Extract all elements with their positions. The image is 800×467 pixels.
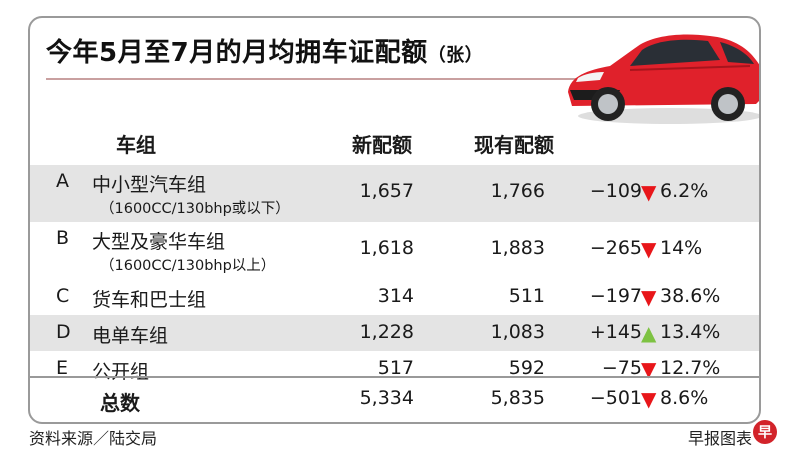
row-note: （1600CC/130bhp以上） (100, 258, 276, 274)
row-change: −197 (589, 285, 642, 307)
quota-table-card: 今年5月至7月的月均拥车证配额（张） 车组 新配额 现有配额 A 中小型汽车组 … (28, 16, 761, 424)
row-percent: 14% (660, 237, 703, 259)
title-text: 今年5月至7月的月均拥车证配额 (46, 38, 428, 68)
row-group: 中小型汽车组 (92, 174, 207, 196)
down-triangle-icon: ▼ (641, 285, 657, 309)
row-change: −265 (589, 237, 642, 259)
total-label: 总数 (100, 391, 140, 415)
row-current-quota: 1,766 (490, 180, 545, 202)
row-letter: B (56, 227, 70, 249)
table-row: D 电单车组 1,228 1,083 +145 ▲ 13.4% (30, 315, 759, 351)
row-new-quota: 314 (377, 285, 414, 307)
quota-table: 车组 新配额 现有配额 A 中小型汽车组 （1600CC/130bhp或以下） … (30, 121, 759, 387)
total-new-quota: 5,334 (359, 387, 414, 409)
source-note: 资料来源／陆交局 (29, 429, 158, 448)
car-illustration (568, 34, 759, 124)
row-letter: D (56, 321, 71, 343)
header-new-quota: 新配额 (352, 133, 412, 157)
row-letter: A (56, 170, 69, 192)
logo-char: 早 (758, 425, 772, 441)
row-change: −75 (601, 357, 642, 379)
up-triangle-icon: ▲ (641, 321, 657, 345)
row-current-quota: 1,083 (490, 321, 545, 343)
down-triangle-icon: ▼ (641, 357, 657, 381)
row-group: 大型及豪华车组 (92, 231, 226, 253)
total-change: −501 (589, 387, 642, 409)
row-letter: C (56, 285, 70, 307)
total-row: 总数 5,334 5,835 −501 ▼ 8.6% (30, 380, 759, 420)
table-row: B 大型及豪华车组 （1600CC/130bhp以上） 1,618 1,883 … (30, 222, 759, 279)
down-triangle-icon: ▼ (641, 180, 657, 204)
total-percent: 8.6% (660, 387, 709, 409)
total-divider (30, 376, 759, 378)
row-percent: 12.7% (660, 357, 721, 379)
table-row: A 中小型汽车组 （1600CC/130bhp或以下） 1,657 1,766 … (30, 165, 759, 222)
table-row: C 货车和巴士组 314 511 −197 ▼ 38.6% (30, 279, 759, 315)
row-percent: 38.6% (660, 285, 721, 307)
row-note: （1600CC/130bhp或以下） (100, 201, 290, 217)
row-change: +145 (589, 321, 642, 343)
down-triangle-icon: ▼ (641, 237, 657, 261)
title-unit: （张） (427, 45, 484, 66)
zaobao-logo-icon: 早 (753, 420, 777, 444)
row-new-quota: 1,228 (359, 321, 414, 343)
row-current-quota: 511 (508, 285, 545, 307)
row-current-quota: 592 (508, 357, 545, 379)
row-change: −109 (589, 180, 642, 202)
row-group: 电单车组 (92, 325, 169, 347)
table-header: 车组 新配额 现有配额 (30, 121, 759, 165)
table-row: E 公开组 517 592 −75 ▼ 12.7% (30, 351, 759, 387)
header-group: 车组 (116, 133, 156, 157)
row-new-quota: 517 (377, 357, 414, 379)
header-current-quota: 现有配额 (474, 133, 554, 157)
title-underline (46, 78, 591, 80)
down-triangle-icon: ▼ (641, 387, 657, 411)
row-group: 货车和巴士组 (92, 289, 207, 311)
row-percent: 13.4% (660, 321, 721, 343)
chart-title: 今年5月至7月的月均拥车证配额（张） (46, 32, 483, 69)
row-new-quota: 1,657 (359, 180, 414, 202)
total-current-quota: 5,835 (490, 387, 545, 409)
credit-text: 早报图表 (687, 429, 752, 448)
row-new-quota: 1,618 (359, 237, 414, 259)
row-percent: 6.2% (660, 180, 709, 202)
row-letter: E (56, 357, 69, 379)
row-current-quota: 1,883 (490, 237, 545, 259)
